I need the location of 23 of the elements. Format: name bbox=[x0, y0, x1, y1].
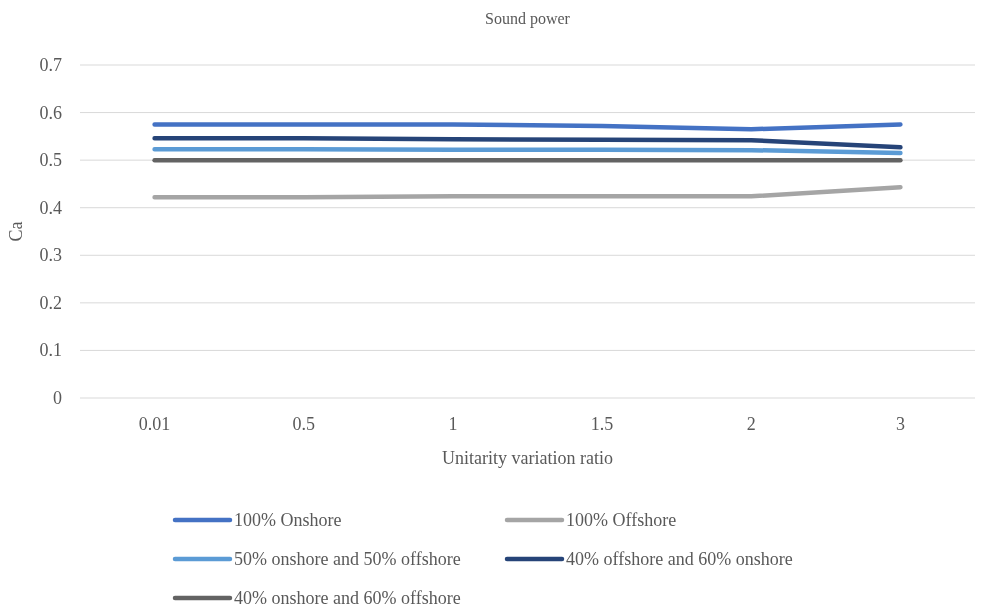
legend-label: 100% Onshore bbox=[234, 510, 342, 530]
y-tick-label: 0.5 bbox=[39, 150, 62, 171]
x-tick-label: 3 bbox=[895, 414, 905, 434]
x-axis-title: Unitarity variation ratio bbox=[442, 448, 613, 468]
y-tick-label: 0.3 bbox=[39, 245, 62, 266]
legend-label: 100% Offshore bbox=[566, 510, 677, 530]
chart-title: Sound power bbox=[485, 10, 571, 28]
legend-label: 50% onshore and 50% offshore bbox=[234, 549, 461, 569]
y-tick-label: 0.1 bbox=[39, 340, 62, 361]
legend-label: 40% offshore and 60% onshore bbox=[566, 549, 793, 569]
line-series bbox=[152, 136, 903, 150]
x-tick-label: 2 bbox=[746, 414, 756, 434]
x-tick-label: 1.5 bbox=[590, 414, 614, 434]
y-tick-label: 0.2 bbox=[39, 292, 62, 313]
legend-label: 40% onshore and 60% offshore bbox=[234, 588, 461, 608]
y-tick-label: 0.6 bbox=[39, 102, 62, 123]
y-axis-title: Ca bbox=[6, 221, 26, 242]
x-tick-label: 1 bbox=[448, 414, 458, 434]
x-tick-label: 0.01 bbox=[138, 414, 171, 434]
y-tick-label: 0 bbox=[53, 388, 62, 408]
y-tick-label: 0.7 bbox=[39, 55, 62, 75]
y-tick-label: 0.4 bbox=[39, 197, 62, 218]
x-tick-label: 0.5 bbox=[292, 414, 315, 434]
